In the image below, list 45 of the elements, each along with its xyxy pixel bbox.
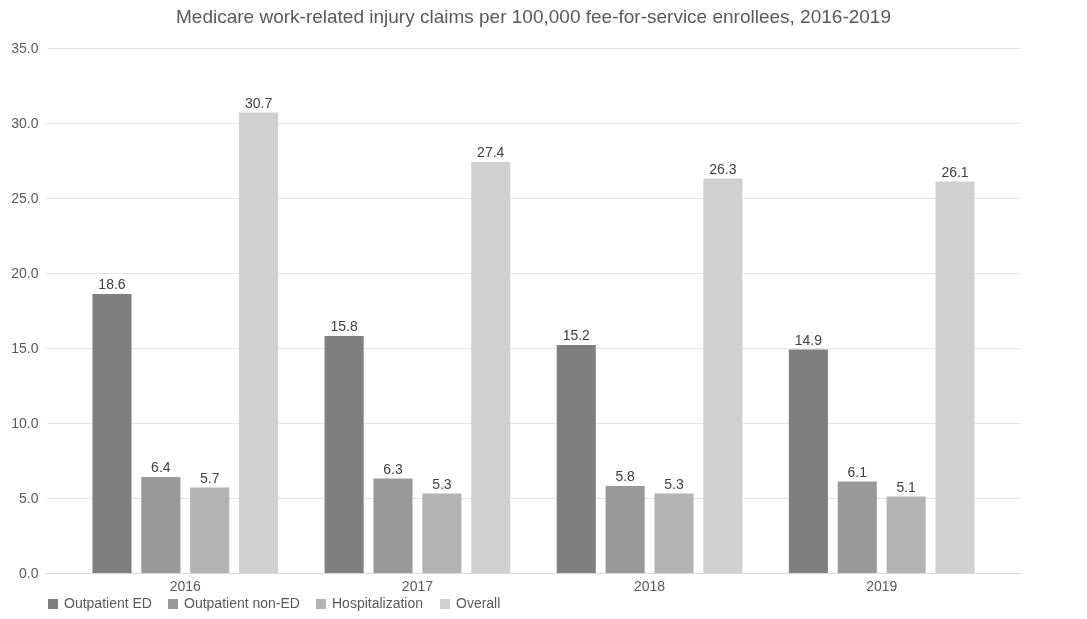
bar — [556, 345, 596, 573]
x-tick-label: 2018 — [633, 577, 666, 594]
data-label: 6.4 — [151, 459, 171, 475]
y-tick-label: 15.0 — [11, 339, 39, 356]
data-label: 6.3 — [383, 460, 403, 477]
data-label: 6.1 — [847, 463, 868, 480]
bar — [788, 349, 828, 573]
data-label: 15.2 — [562, 327, 591, 343]
bar — [605, 486, 645, 573]
x-tick-label: 2016 — [169, 577, 202, 594]
data-label: 5.7 — [199, 469, 220, 486]
bar — [373, 478, 413, 573]
x-tick-label: 2019 — [866, 577, 898, 594]
y-tick-label: 10.0 — [11, 414, 39, 431]
data-label: 26.1 — [941, 163, 969, 180]
legend-label: Hospitalization — [332, 595, 424, 611]
bar — [190, 487, 230, 573]
bar — [324, 336, 364, 573]
y-tick-label: 30.0 — [11, 114, 39, 131]
y-tick-label: 25.0 — [11, 189, 39, 206]
data-label: 5.3 — [664, 475, 684, 492]
legend-label: Outpatient ED — [64, 595, 152, 611]
bar — [654, 493, 694, 573]
bar — [886, 496, 926, 573]
data-label: 14.9 — [794, 331, 823, 348]
legend-label: Outpatient non-ED — [184, 595, 300, 611]
bar — [92, 294, 132, 573]
bar — [837, 481, 877, 573]
bar — [141, 477, 181, 573]
y-tick-label: 20.0 — [11, 264, 39, 281]
legend-label: Overall — [456, 595, 501, 611]
x-tick-label: 2017 — [401, 577, 434, 594]
y-tick-label: 0.0 — [19, 564, 39, 581]
bar — [422, 493, 462, 573]
data-label: 5.8 — [615, 468, 636, 484]
y-tick-label: 35.0 — [11, 39, 39, 56]
data-label: 18.6 — [98, 276, 126, 292]
data-label: 5.3 — [432, 475, 452, 492]
data-label: 30.7 — [244, 94, 273, 111]
data-label: 26.3 — [709, 160, 737, 177]
chart-title: Medicare work-related injury claims per 100,000 fee-for-service enrollees, 2016-2019 — [176, 6, 891, 27]
data-label: 27.4 — [477, 144, 505, 160]
data-label: 15.8 — [330, 318, 358, 334]
data-label: 5.1 — [896, 478, 917, 495]
y-tick-label: 5.0 — [19, 489, 39, 506]
